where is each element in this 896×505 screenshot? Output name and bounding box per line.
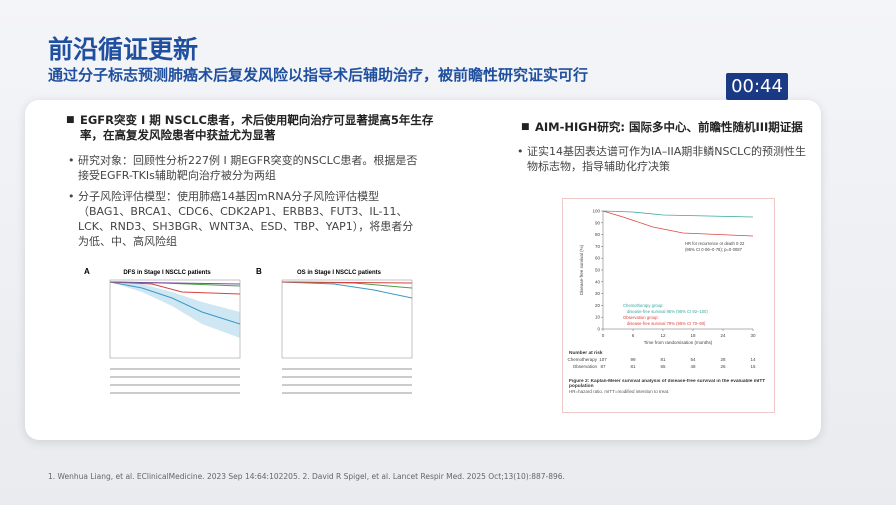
y-tick-label: 80 xyxy=(595,232,601,237)
left-figure: A DFS in Stage I NSCLC patients B OS in Sta… xyxy=(82,264,422,404)
y-tick-label: 50 xyxy=(595,268,601,273)
footer: 1. Wenhua Liang, et al. EClinicalMedicin… xyxy=(48,472,565,481)
y-tick-label: 30 xyxy=(595,291,601,296)
at-risk-value: 81 xyxy=(660,357,666,362)
legend-text: Chemotherapy group: xyxy=(623,303,664,308)
x-tick-label: 24 xyxy=(720,333,726,338)
bullet: 证实14基因表达谱可作为IA–IIA期非鳞NSCLC的预测性生物标志物，指导辅助… xyxy=(517,144,807,174)
x-label: Time from randomisation (months) xyxy=(644,340,713,345)
y-tick-label: 0 xyxy=(597,327,600,332)
timer: 00:44 xyxy=(726,73,788,100)
at-risk-value: 28 xyxy=(720,357,726,362)
right-heading: AIM-HIGH研究: 国际多中心、前瞻性随机III期证据 xyxy=(521,120,815,135)
bullet: 分子风险评估模型：使用肺癌14基因mRNA分子风险评估模型（BAG1、BRCA1… xyxy=(68,189,423,249)
risk-row xyxy=(282,392,412,394)
at-risk-value: 14 xyxy=(750,357,756,362)
km-chart: 0 10 20 30 40 50 60 70 80 90 100 0 107 87 6 99 81 12 81 65 1… xyxy=(567,209,766,395)
x-tick-label: 30 xyxy=(750,333,756,338)
at-risk-value: 54 xyxy=(690,357,696,362)
risk-row xyxy=(110,384,240,386)
at-risk-value: 107 xyxy=(599,357,607,362)
chemo-curve xyxy=(602,210,754,218)
risk-row xyxy=(110,376,240,378)
hr-text: (95% CI 0·06–0·78); p=0·0087 xyxy=(685,247,743,252)
x-tick-label: 6 xyxy=(632,333,635,338)
caption: Figure 2: Kaplan-Meier survival analysis… xyxy=(569,379,766,389)
caption-note: HR=hazard ratio. mITT=modified intention… xyxy=(569,389,670,394)
y-tick-label: 100 xyxy=(592,209,600,214)
y-tick-label: 70 xyxy=(595,244,601,249)
risk-row xyxy=(282,376,412,378)
y-tick-label: 60 xyxy=(595,256,601,261)
at-risk-title: Number at risk xyxy=(569,350,603,356)
at-risk-name: Chemotherapy xyxy=(567,357,597,362)
km-panel: B OS in Stage I NSCLC patients xyxy=(256,267,413,394)
risk-row xyxy=(110,368,240,370)
risk-row xyxy=(282,368,412,370)
y-tick-label: 20 xyxy=(595,303,601,308)
km-curve xyxy=(281,281,413,299)
x-tick-label: 0 xyxy=(602,333,605,338)
legend-text: Observation group: xyxy=(623,315,659,320)
x-tick-label: 12 xyxy=(660,333,666,338)
hr-text: HR for recurrence or death 0·22 xyxy=(685,241,745,246)
at-risk-value: 81 xyxy=(630,364,636,369)
risk-row xyxy=(110,392,240,394)
title: 前沿循证更新 xyxy=(48,35,199,64)
km-curve xyxy=(281,281,413,284)
at-risk-value: 99 xyxy=(630,357,636,362)
plot-frame xyxy=(281,279,413,359)
at-risk-value: 26 xyxy=(720,364,726,369)
y-tick-label: 10 xyxy=(595,315,601,320)
bullet: 研究对象：回顾性分析227例 I 期EGFR突变的NSCLC患者。根据是否接受E… xyxy=(68,153,423,183)
panel-label: B xyxy=(256,267,262,276)
km-curve xyxy=(109,281,241,325)
km-curve xyxy=(109,281,241,285)
at-risk-value: 87 xyxy=(600,364,606,369)
panel-title: OS in Stage I NSCLC patients xyxy=(297,270,382,276)
obs-curve xyxy=(602,210,754,237)
at-risk-value: 15 xyxy=(750,364,756,369)
panel-label: A xyxy=(84,267,90,276)
legend-text: disease-free survival 79% (95% CI 70–90) xyxy=(627,321,706,326)
km-curve xyxy=(109,281,241,295)
caption-box: Figure 2: Kaplan-Meier survival analysis… xyxy=(569,379,766,394)
at-risk-name: Observation xyxy=(573,364,598,369)
at-risk-value: 65 xyxy=(660,364,666,369)
legend-text: disease-free survival 95% (95% CI 92–100… xyxy=(627,309,708,314)
subtitle: 通过分子标志预测肺癌术后复发风险以指导术后辅助治疗，被前瞻性研究证实可行 xyxy=(48,66,589,84)
y-tick-label: 90 xyxy=(595,220,601,225)
x-tick-label: 18 xyxy=(690,333,696,338)
ci-band xyxy=(110,282,240,338)
at-risk-value: 48 xyxy=(690,364,696,369)
y-label: Disease-free survival (%) xyxy=(579,244,584,295)
left-heading: EGFR突变 I 期 NSCLC患者，术后使用靶向治疗可显著提高5年生存率，在高… xyxy=(66,113,440,143)
left-bullets: 研究对象：回顾性分析227例 I 期EGFR突变的NSCLC患者。根据是否接受E… xyxy=(68,153,423,255)
risk-row xyxy=(282,384,412,386)
km-panel: A DFS in Stage I NSCLC patients xyxy=(84,267,241,394)
km-figure: 0 10 20 30 40 50 60 70 80 90 100 0 107 87 6 99 81 12 81 65 1… xyxy=(562,198,775,413)
panel-title: DFS in Stage I NSCLC patients xyxy=(123,270,211,276)
right-bullets: 证实14基因表达谱可作为IA–IIA期非鳞NSCLC的预测性生物标志物，指导辅助… xyxy=(517,144,807,180)
y-tick-label: 40 xyxy=(595,279,601,284)
